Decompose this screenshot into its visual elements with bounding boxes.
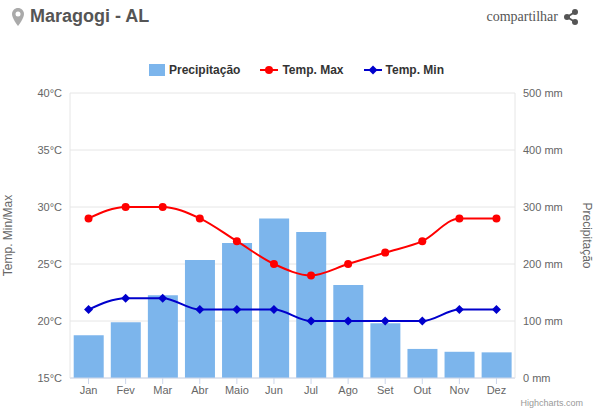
svg-text:30°C: 30°C <box>37 201 62 213</box>
svg-text:Abr: Abr <box>191 384 208 396</box>
html-text:Temp. Max: Temp. Max <box>282 63 344 77</box>
svg-text:40°C: 40°C <box>37 87 62 99</box>
svg-text:35°C: 35°C <box>37 144 62 156</box>
svg-text:25°C: 25°C <box>37 258 62 270</box>
svg-text:Precipitação: Precipitação <box>580 202 585 268</box>
svg-text:0 mm: 0 mm <box>523 372 551 384</box>
svg-text:100 mm: 100 mm <box>523 315 563 327</box>
html-text:compartilhar: compartilhar <box>486 9 558 24</box>
svg-text:Set: Set <box>377 384 394 396</box>
svg-text:300 mm: 300 mm <box>523 201 563 213</box>
svg-text:Jun: Jun <box>265 384 283 396</box>
svg-text:Temp. Min/Max: Temp. Min/Max <box>8 195 15 276</box>
svg-text:Nov: Nov <box>450 384 470 396</box>
svg-text:Jan: Jan <box>80 384 98 396</box>
svg-text:Ago: Ago <box>338 384 358 396</box>
svg-text:400 mm: 400 mm <box>523 144 563 156</box>
svg-text:200 mm: 200 mm <box>523 258 563 270</box>
html-text:Highcharts.com: Highcharts.com <box>520 398 583 408</box>
svg-text:Mar: Mar <box>153 384 172 396</box>
svg-text:Dez: Dez <box>487 384 507 396</box>
html-text:Temp. Min: Temp. Min <box>385 63 444 77</box>
svg-text:Maio: Maio <box>225 384 249 396</box>
svg-text:15°C: 15°C <box>37 372 62 384</box>
svg-text:500 mm: 500 mm <box>523 87 563 99</box>
svg-text:Fev: Fev <box>116 384 135 396</box>
svg-text:20°C: 20°C <box>37 315 62 327</box>
html-text:Precipitação: Precipitação <box>169 63 241 77</box>
svg-text:Out: Out <box>413 384 431 396</box>
html-text:Maragogi - AL: Maragogi - AL <box>30 6 150 26</box>
svg-text:Jul: Jul <box>304 384 318 396</box>
